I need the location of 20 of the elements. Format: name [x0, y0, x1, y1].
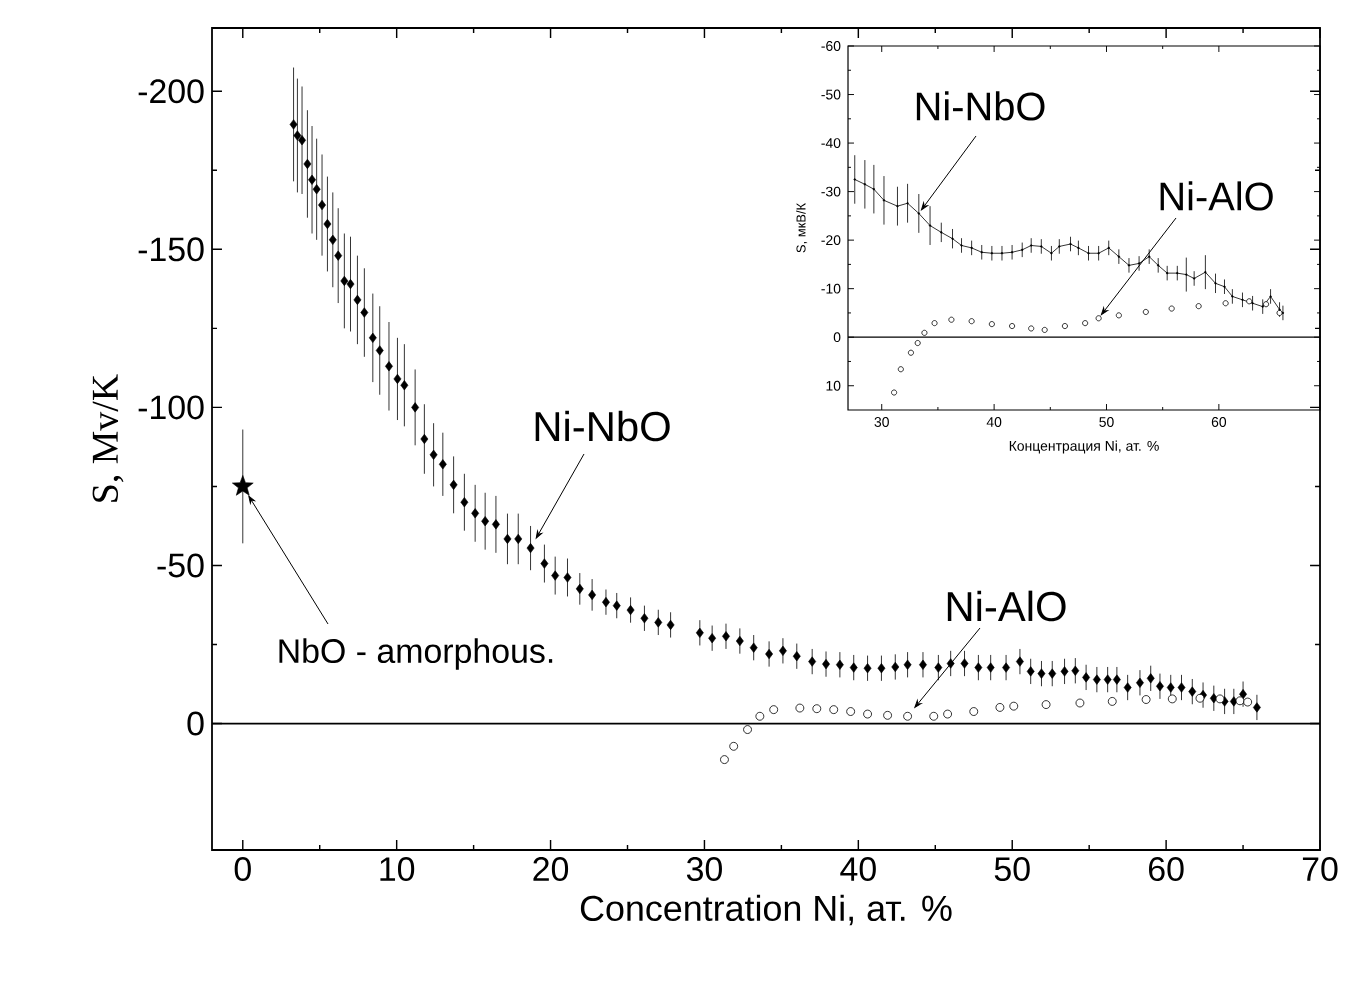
x-tick-label: 70 — [1302, 857, 1338, 882]
x-tick-label: 50 — [994, 857, 1030, 882]
annotation: Ni-NbO — [535, 410, 670, 442]
y-tick-label: -100 — [138, 395, 204, 420]
y-tick-label: -150 — [138, 237, 204, 262]
x-tick-label: 60 — [1149, 857, 1184, 882]
y-axis-title: S, Mv/K — [92, 374, 124, 502]
x-tick-label: 40 — [840, 857, 876, 882]
x-tick-label: 20 — [533, 857, 569, 882]
x-tick-label: 10 — [380, 857, 415, 882]
annotation: Ni-NbO — [916, 91, 1045, 121]
y-tick-label: 0 — [187, 711, 204, 736]
x-tick-label: 0 — [234, 857, 251, 882]
x-axis-title: Concentration Ni, ат. % — [580, 894, 952, 926]
y-tick-label: -50 — [157, 553, 204, 578]
y-tick-label: -200 — [138, 79, 204, 104]
annotation: NbO - amorphous. — [279, 638, 553, 670]
annotation: Ni-AlO — [1160, 181, 1273, 211]
x-tick-label: 30 — [686, 857, 722, 882]
annotation: Ni-AlO — [947, 590, 1066, 622]
